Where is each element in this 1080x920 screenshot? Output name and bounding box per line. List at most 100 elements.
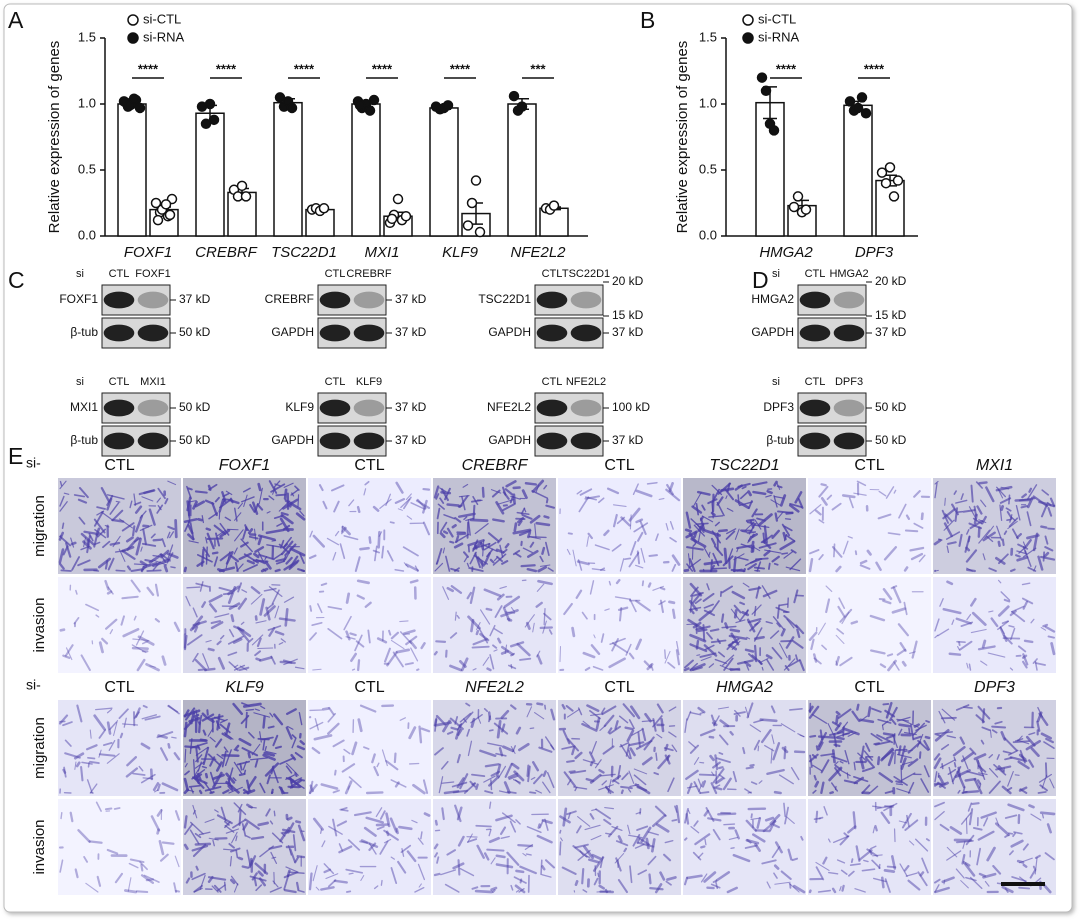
micrograph-bg — [308, 577, 431, 673]
cell-stain — [207, 647, 215, 652]
cell-stain — [770, 499, 781, 506]
cell-stain — [241, 865, 250, 869]
cell-stain — [919, 871, 925, 877]
cell-stain — [64, 644, 74, 657]
cell-stain — [244, 818, 260, 830]
cell-stain — [1026, 496, 1034, 509]
data-point — [274, 92, 286, 103]
cell-stain — [106, 494, 125, 500]
cell-stain — [173, 621, 181, 633]
cell-stain — [444, 883, 460, 893]
cell-stain — [230, 614, 235, 623]
cell-stain — [1006, 787, 1013, 792]
cell-stain — [719, 719, 730, 728]
cell-stain — [240, 538, 253, 553]
cell-stain — [629, 705, 641, 720]
lane-label: FOXF1 — [135, 268, 170, 280]
cell-stain — [779, 642, 788, 659]
cell-stain — [216, 713, 221, 731]
cell-stain — [617, 606, 629, 611]
cell-stain — [745, 838, 760, 845]
cell-stain — [167, 705, 179, 713]
cell-stain — [856, 703, 860, 711]
micrograph-bg — [558, 577, 681, 673]
cell-stain — [907, 879, 921, 891]
cell-stain — [83, 856, 89, 863]
cell-stain — [134, 707, 141, 718]
cell-stain — [841, 884, 845, 892]
cell-stain — [970, 597, 977, 607]
cell-stain — [486, 848, 505, 852]
cell-stain — [893, 776, 908, 786]
blot-row-label: GAPDH — [751, 325, 794, 339]
cell-stain — [655, 533, 659, 541]
cell-stain — [792, 884, 806, 894]
cell-stain — [450, 726, 459, 731]
cell-stain — [875, 561, 882, 572]
cell-stain — [851, 710, 861, 723]
cell-stain — [520, 507, 526, 515]
cell-stain — [343, 615, 352, 631]
cell-stain — [934, 810, 945, 821]
cell-stain — [739, 491, 749, 500]
cell-stain — [528, 536, 542, 540]
cell-stain — [212, 839, 215, 847]
cell-stain — [770, 630, 780, 639]
cell-stain — [854, 888, 866, 893]
cell-stain — [373, 885, 379, 890]
cell-stain — [97, 528, 107, 538]
cell-stain — [812, 789, 817, 794]
cell-stain — [237, 627, 250, 642]
cell-stain — [773, 495, 785, 499]
cell-stain — [722, 654, 735, 666]
cell-stain — [658, 497, 665, 501]
cell-stain — [641, 756, 653, 766]
cell-stain — [167, 525, 175, 531]
cell-stain — [269, 820, 274, 825]
cell-stain — [1032, 865, 1037, 871]
cell-stain — [121, 549, 136, 560]
cell-stain — [74, 868, 79, 879]
cell-stain — [232, 777, 237, 782]
cell-stain — [349, 632, 357, 637]
micrograph — [58, 700, 181, 796]
cell-stain — [675, 804, 681, 824]
cell-stain — [842, 721, 849, 729]
cell-stain — [574, 843, 589, 849]
cell-stain — [106, 753, 120, 764]
cell-stain — [489, 654, 495, 670]
column-label: CTL — [604, 679, 634, 696]
cell-stain — [58, 531, 65, 541]
cell-stain — [500, 709, 510, 719]
cell-stain — [227, 785, 233, 791]
cell-stain — [859, 715, 868, 722]
cell-stain — [758, 780, 763, 784]
cell-stain — [608, 657, 626, 669]
cell-stain — [403, 562, 409, 568]
cell-stain — [698, 781, 704, 792]
cell-stain — [603, 529, 610, 537]
cell-stain — [789, 558, 802, 571]
cell-stain — [467, 838, 478, 843]
cell-stain — [784, 806, 789, 825]
cell-stain — [96, 506, 106, 510]
cell-stain — [140, 742, 151, 750]
cell-stain — [835, 660, 838, 666]
cell-stain — [363, 826, 377, 837]
cell-stain — [255, 657, 262, 662]
data-point — [286, 102, 298, 114]
cell-stain — [533, 773, 543, 785]
cell-stain — [526, 826, 542, 834]
cell-stain — [504, 644, 508, 655]
cell-stain — [194, 832, 202, 839]
cell-stain — [409, 640, 417, 650]
cell-stain — [114, 872, 123, 884]
cell-stain — [451, 781, 468, 788]
cell-stain — [537, 823, 541, 829]
cell-stain — [728, 643, 738, 651]
cell-stain — [745, 518, 755, 523]
cell-stain — [771, 529, 780, 539]
cell-stain — [973, 505, 978, 517]
cell-stain — [899, 642, 907, 652]
cell-stain — [264, 746, 267, 752]
